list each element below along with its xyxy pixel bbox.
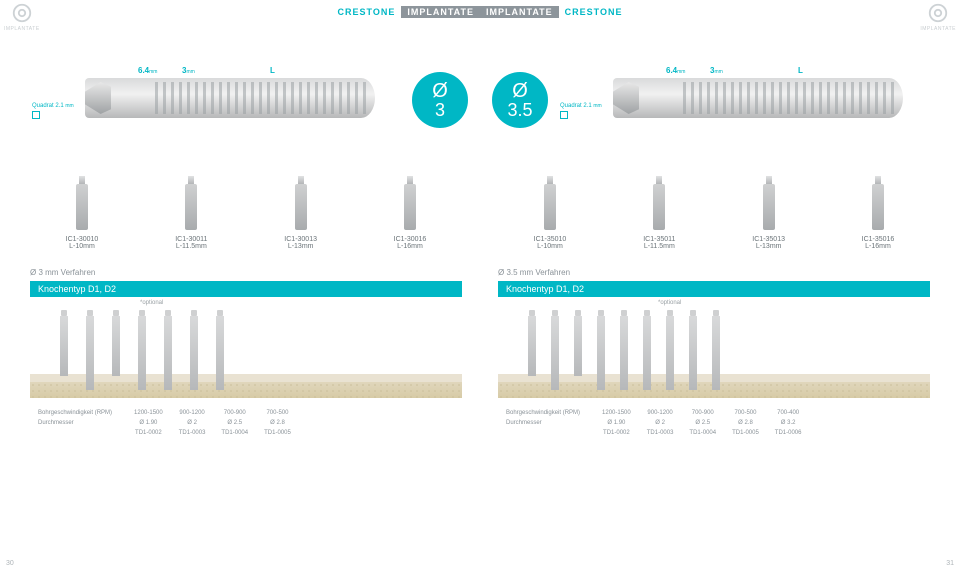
variant-row-left: IC1-30010L-10mm IC1-30011L-11.5mm IC1-30… [30, 184, 462, 250]
drill-icon [689, 316, 697, 390]
diameter-icon: Ø [512, 81, 528, 101]
quad-box-icon [560, 111, 568, 119]
implant-illustration [613, 78, 903, 118]
variant-item: IC1-35011L-11.5mm [619, 184, 699, 250]
drill-icon [164, 316, 172, 390]
quad-label: Quadrat 2.1 mm [560, 103, 602, 119]
variant-item: IC1-30013L-13mm [261, 184, 341, 250]
dim-6-4: 6.4mm [138, 66, 157, 75]
variant-item: IC1-30011L-11.5mm [151, 184, 231, 250]
table-row-label: Bohrgeschwindigkeit (RPM) [30, 408, 126, 418]
catalog-spread: IMPLANTATE CRESTONE IMPLANTATE 6.4mm 3mm… [0, 0, 960, 571]
drill-icon [620, 316, 628, 390]
drill-table-right: Bohrgeschwindigkeit (RPM) 1200-1500 900-… [498, 408, 930, 438]
hero-implant-left: 6.4mm 3mm L Quadrat 2.1 mm Ø 3 [30, 78, 462, 158]
drill-icon [712, 316, 720, 390]
drill-strip [498, 312, 930, 398]
drill-icon [216, 316, 224, 390]
header-tabs-left: CRESTONE IMPLANTATE [331, 6, 480, 18]
drill-icon [86, 316, 94, 390]
variant-row-right: IC1-35010L-10mm IC1-35011L-11.5mm IC1-35… [498, 184, 930, 250]
bone-type-bar: Knochentyp D1, D2 [30, 281, 462, 297]
header-tabs-right: IMPLANTATE CRESTONE [480, 6, 629, 18]
diameter-badge: Ø 3.5 [492, 72, 548, 128]
gear-icon: IMPLANTATE [4, 2, 40, 32]
variant-item: IC1-30010L-10mm [42, 184, 122, 250]
diameter-icon: Ø [432, 81, 448, 101]
page-number: 31 [946, 560, 954, 567]
dim-L: L [798, 66, 803, 75]
procedure-left: Ø 3 mm Verfahren Knochentyp D1, D2 *opti… [30, 268, 462, 438]
variant-item: IC1-35016L-16mm [838, 184, 918, 250]
bone-type-bar: Knochentyp D1, D2 [498, 281, 930, 297]
drill-icon [528, 316, 536, 376]
optional-note: *optional [498, 300, 930, 306]
drill-icon [643, 316, 651, 390]
tab-brand: CRESTONE [331, 6, 401, 18]
drill-table-left: Bohrgeschwindigkeit (RPM) 1200-1500 900-… [30, 408, 462, 438]
variant-item: IC1-30016L-16mm [370, 184, 450, 250]
procedure-title: Ø 3 mm Verfahren [30, 268, 462, 277]
tab-brand: CRESTONE [559, 6, 629, 18]
quad-box-icon [32, 111, 40, 119]
drill-icon [551, 316, 559, 390]
dim-L: L [270, 66, 275, 75]
table-row-label: Durchmesser [498, 418, 594, 428]
tab-section: IMPLANTATE [401, 6, 480, 18]
drill-icon [597, 316, 605, 390]
drill-icon [60, 316, 68, 376]
diameter-badge: Ø 3 [412, 72, 468, 128]
variant-item: IC1-35010L-10mm [510, 184, 590, 250]
procedure-right: Ø 3.5 mm Verfahren Knochentyp D1, D2 *op… [498, 268, 930, 438]
page-left: IMPLANTATE CRESTONE IMPLANTATE 6.4mm 3mm… [0, 0, 480, 571]
table-row-label: Durchmesser [30, 418, 126, 428]
variant-item: IC1-35013L-13mm [729, 184, 809, 250]
implant-illustration [85, 78, 375, 118]
drill-icon [138, 316, 146, 390]
dim-6-4: 6.4mm [666, 66, 685, 75]
gear-icon: IMPLANTATE [920, 2, 956, 32]
drill-icon [574, 316, 582, 376]
drill-icon [666, 316, 674, 390]
hero-implant-right: Ø 3.5 6.4mm 3mm L Quadrat 2.1 mm [498, 78, 930, 158]
drill-icon [112, 316, 120, 376]
drill-strip [30, 312, 462, 398]
tab-section: IMPLANTATE [480, 6, 559, 18]
table-row-label: Bohrgeschwindigkeit (RPM) [498, 408, 594, 418]
quad-label: Quadrat 2.1 mm [32, 103, 74, 119]
dim-3: 3mm [710, 66, 723, 75]
page-right: IMPLANTATE IMPLANTATE CRESTONE Ø 3.5 6.4… [480, 0, 960, 571]
side-label: IMPLANTATE [4, 26, 40, 32]
dim-3: 3mm [182, 66, 195, 75]
procedure-title: Ø 3.5 mm Verfahren [498, 268, 930, 277]
drill-icon [190, 316, 198, 390]
optional-note: *optional [30, 300, 462, 306]
page-number: 30 [6, 560, 14, 567]
side-label: IMPLANTATE [920, 26, 956, 32]
